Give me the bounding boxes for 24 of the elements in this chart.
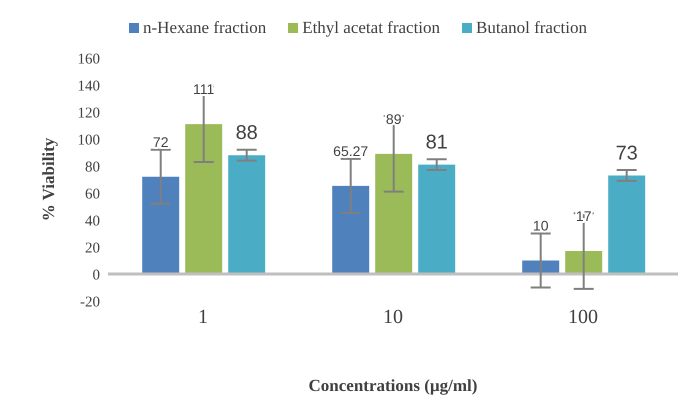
y-tick-label: 20 [85,240,100,256]
legend-label: Butanol fraction [476,18,587,38]
data-label: 73 [616,142,638,164]
data-label: 81 [426,132,448,154]
y-tick-label: 40 [85,213,100,230]
data-label: 65.27 [333,142,368,159]
y-axis-title: % Viability [39,137,58,222]
data-label: 10 [532,218,549,234]
data-label: 88 [236,122,258,144]
y-tick-label: 140 [78,78,100,94]
x-tick-label: 10 [383,306,403,328]
legend-label: Ethyl acetat fraction [302,18,440,38]
x-axis-title: Concentrations (µg/ml) [308,376,478,395]
y-tick-label: 80 [85,159,100,176]
x-tick-label: 100 [568,306,598,328]
x-tick-label: 1 [198,306,208,328]
y-tick-label: 0 [92,267,100,284]
legend-label: n-Hexane fraction [143,18,266,38]
y-tick-label: 60 [85,186,100,202]
y-tick-label: 100 [78,132,100,148]
y-tick-label: 120 [78,105,100,122]
y-tick-label: -20 [80,294,100,310]
y-tick-label: 160 [78,51,100,68]
data-label: 72 [152,134,169,150]
